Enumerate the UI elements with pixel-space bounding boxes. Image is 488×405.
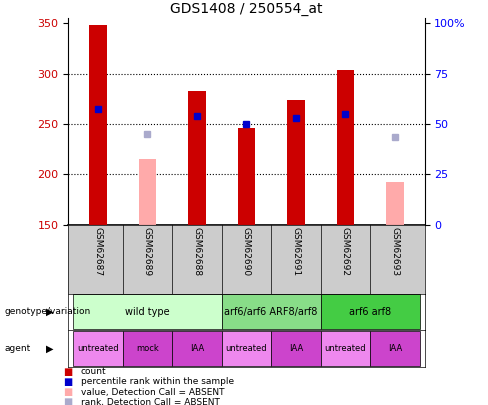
Bar [238, 128, 255, 225]
Text: arf6/arf6 ARF8/arf8: arf6/arf6 ARF8/arf8 [224, 307, 318, 317]
Text: percentile rank within the sample: percentile rank within the sample [81, 377, 234, 386]
Bar [123, 331, 172, 366]
Bar [89, 25, 107, 225]
Text: wild type: wild type [125, 307, 170, 317]
Text: GSM62687: GSM62687 [94, 227, 102, 276]
Bar [370, 331, 420, 366]
Text: untreated: untreated [225, 344, 267, 353]
Text: untreated: untreated [77, 344, 119, 353]
Text: GSM62691: GSM62691 [291, 227, 301, 276]
Title: GDS1408 / 250554_at: GDS1408 / 250554_at [170, 2, 323, 16]
Text: ▶: ▶ [46, 343, 54, 353]
Text: rank, Detection Call = ABSENT: rank, Detection Call = ABSENT [81, 398, 220, 405]
Text: GSM62690: GSM62690 [242, 227, 251, 276]
Bar [188, 91, 205, 225]
Bar [73, 294, 222, 329]
Text: agent: agent [5, 344, 31, 353]
Text: arf6 arf8: arf6 arf8 [349, 307, 391, 317]
Text: count: count [81, 367, 106, 376]
Text: GSM62692: GSM62692 [341, 227, 350, 276]
Bar [73, 331, 123, 366]
Text: GSM62693: GSM62693 [390, 227, 399, 276]
Bar [287, 100, 305, 225]
Bar [321, 331, 370, 366]
Bar [222, 294, 321, 329]
Text: ■: ■ [63, 367, 73, 377]
Bar [337, 70, 354, 225]
Text: untreated: untreated [325, 344, 366, 353]
Text: GSM62689: GSM62689 [143, 227, 152, 276]
Text: mock: mock [136, 344, 159, 353]
Text: IAA: IAA [190, 344, 204, 353]
Text: value, Detection Call = ABSENT: value, Detection Call = ABSENT [81, 388, 224, 396]
Text: ▶: ▶ [46, 307, 54, 317]
Bar [271, 331, 321, 366]
Text: ■: ■ [63, 377, 73, 387]
Text: IAA: IAA [388, 344, 402, 353]
Bar [222, 331, 271, 366]
Bar [139, 159, 156, 225]
Text: ■: ■ [63, 387, 73, 397]
Bar [386, 183, 404, 225]
Text: ■: ■ [63, 397, 73, 405]
Bar [321, 294, 420, 329]
Text: genotype/variation: genotype/variation [5, 307, 91, 316]
Text: GSM62688: GSM62688 [192, 227, 202, 276]
Bar [172, 331, 222, 366]
Text: IAA: IAA [289, 344, 303, 353]
